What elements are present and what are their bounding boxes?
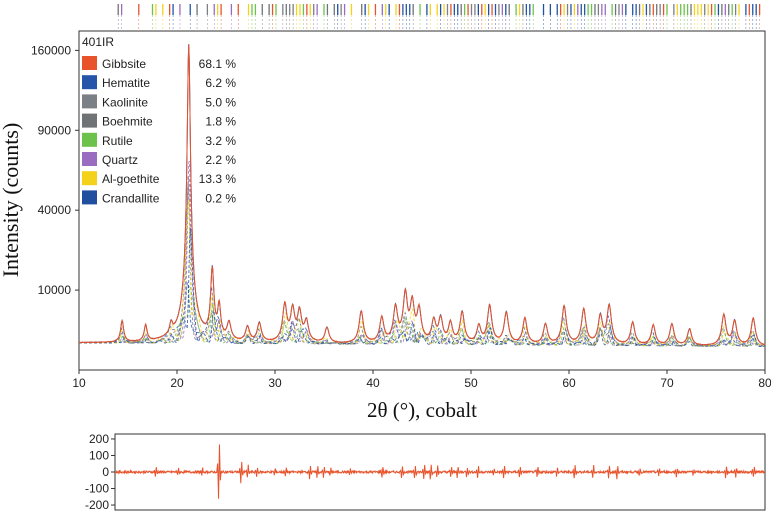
legend-phase-percent: 3.2 % [205, 134, 236, 148]
main-plot-frame [78, 30, 766, 371]
phase-trace [78, 227, 766, 347]
diff-tick-label: 100 [89, 448, 109, 462]
legend-phase-percent: 0.2 % [205, 191, 236, 205]
y-tick-label: 160000 [31, 43, 71, 57]
legend-phase-name: Hematite [102, 76, 150, 90]
observed-pattern [78, 44, 766, 346]
legend-swatch [82, 113, 97, 128]
legend-swatch [82, 132, 97, 147]
legend-phase-percent: 1.8 % [205, 115, 236, 129]
x-tick-label: 50 [464, 376, 478, 390]
difference-curve [114, 444, 766, 499]
legend-phase-name: Kaolinite [102, 95, 148, 109]
x-tick-label: 10 [72, 376, 86, 390]
diff-tick-label: 0 [102, 465, 109, 479]
y-tick-label: 10000 [38, 283, 72, 297]
phase-trace [78, 199, 766, 347]
legend-phase-name: Crandallite [102, 191, 160, 205]
legend-phase-name: Rutile [102, 134, 133, 148]
difference-plot [114, 444, 766, 499]
legend-phase-percent: 68.1 % [199, 57, 237, 71]
y-axis-title: Intensity (counts) [0, 123, 23, 278]
diff-tick-label: -100 [85, 482, 109, 496]
legend-phase-name: Gibbsite [102, 57, 146, 71]
x-tick-label: 80 [758, 376, 771, 390]
x-tick-label: 70 [660, 376, 674, 390]
legend-swatch [82, 190, 97, 205]
legend-phase-name: Quartz [102, 153, 138, 167]
legend-phase-name: Al-goethite [102, 172, 160, 186]
legend-phase-percent: 5.0 % [205, 95, 236, 109]
x-tick-label: 30 [268, 376, 282, 390]
x-tick-label: 60 [562, 376, 576, 390]
legend-swatch [82, 94, 97, 109]
legend-phase-name: Boehmite [102, 115, 153, 129]
diff-tick-label: -200 [85, 498, 109, 512]
legend-swatch [82, 152, 97, 166]
sample-id-label: 401IR [82, 35, 114, 49]
difference-y-ticks: 200 100 0 -100 -200 [85, 432, 115, 512]
y-tick-label: 40000 [38, 203, 72, 217]
phase-trace [78, 286, 766, 347]
y-tick-label: 90000 [38, 123, 72, 137]
legend-swatch [82, 171, 97, 186]
legend-phase-percent: 6.2 % [205, 76, 236, 90]
x-tick-label: 20 [170, 376, 184, 390]
main-plot [78, 44, 766, 348]
legend-swatch [82, 56, 97, 70]
legend: 401IR Gibbsite 68.1 % Hematite 6.2 % Kaolini… [82, 35, 236, 205]
x-axis-ticks: 10 20 30 40 50 60 70 80 [72, 370, 771, 390]
legend-swatch [82, 75, 97, 90]
y-axis-ticks: 10000 40000 90000 160000 [31, 43, 79, 297]
diff-tick-label: 200 [89, 432, 109, 446]
x-axis-title: 2θ (°), cobalt [367, 398, 477, 422]
legend-phase-percent: 13.3 % [199, 172, 237, 186]
legend-phase-percent: 2.2 % [205, 153, 236, 167]
x-tick-label: 40 [366, 376, 380, 390]
